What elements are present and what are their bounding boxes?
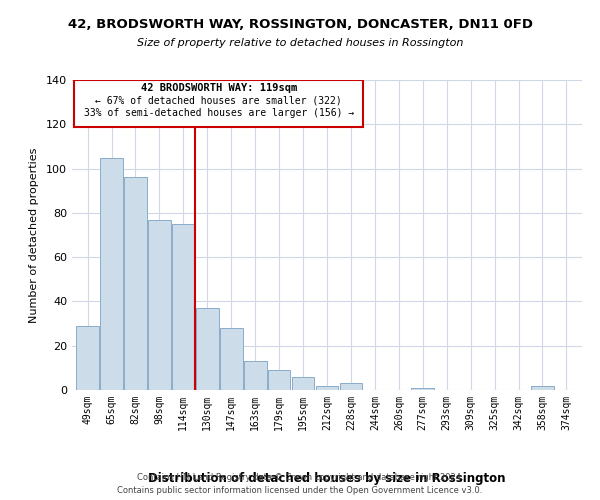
Text: Contains HM Land Registry data © Crown copyright and database right 2024.
Contai: Contains HM Land Registry data © Crown c… (118, 473, 482, 495)
Y-axis label: Number of detached properties: Number of detached properties (29, 148, 39, 322)
Bar (412, 388, 434, 390)
Bar (316, 386, 338, 390)
Bar (76, 326, 99, 390)
Text: 42 BRODSWORTH WAY: 119sqm: 42 BRODSWORTH WAY: 119sqm (140, 84, 297, 94)
Bar (172, 224, 195, 390)
Text: ← 67% of detached houses are smaller (322): ← 67% of detached houses are smaller (32… (95, 96, 342, 106)
Bar (148, 220, 171, 390)
Bar (124, 178, 147, 390)
Bar (292, 376, 314, 390)
Bar (340, 384, 362, 390)
FancyBboxPatch shape (74, 80, 363, 126)
Bar (244, 361, 266, 390)
Bar (268, 370, 290, 390)
Text: 42, BRODSWORTH WAY, ROSSINGTON, DONCASTER, DN11 0FD: 42, BRODSWORTH WAY, ROSSINGTON, DONCASTE… (67, 18, 533, 30)
Bar (531, 386, 554, 390)
Bar (220, 328, 242, 390)
Bar (100, 158, 123, 390)
Text: Size of property relative to detached houses in Rossington: Size of property relative to detached ho… (137, 38, 463, 48)
Text: 33% of semi-detached houses are larger (156) →: 33% of semi-detached houses are larger (… (83, 108, 354, 118)
Bar (196, 308, 218, 390)
X-axis label: Distribution of detached houses by size in Rossington: Distribution of detached houses by size … (148, 472, 506, 485)
